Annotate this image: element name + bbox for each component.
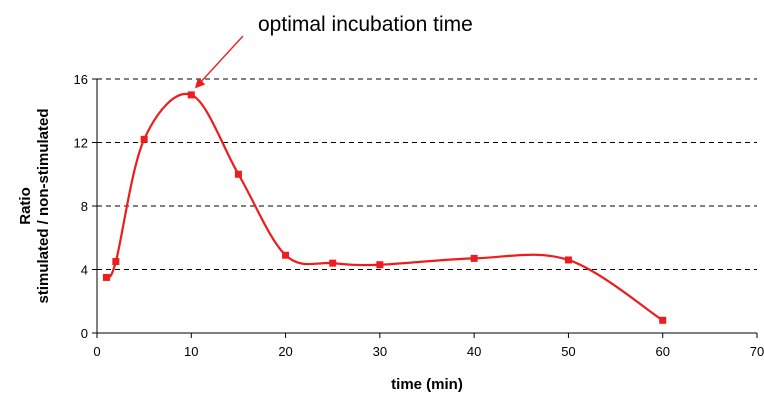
data-point-marker (102, 273, 110, 281)
x-tick-label: 10 (184, 344, 198, 359)
y-tick-label: 4 (81, 263, 88, 278)
y-tick-label: 12 (74, 136, 88, 151)
annotations: optimal incubation time (194, 13, 473, 89)
x-tick-label: 40 (467, 344, 481, 359)
data-point-marker (329, 259, 337, 267)
data-series (102, 91, 667, 324)
data-point-marker (470, 254, 478, 262)
tick-labels: 0 4 8 12 16 0 10 20 30 40 50 60 70 (74, 72, 764, 359)
y-axis-label-line: stimulated / non-stimulated (35, 108, 52, 303)
gridlines (97, 78, 757, 270)
x-tick-label: 60 (655, 344, 669, 359)
data-point-marker (564, 256, 572, 264)
data-point-marker (282, 251, 290, 259)
x-tick-label: 30 (373, 344, 387, 359)
annotation-arrow (194, 35, 244, 89)
x-tick-label: 0 (93, 344, 100, 359)
data-point-marker (187, 91, 195, 99)
data-point-marker (376, 261, 384, 269)
y-axis-label: Ratiostimulated / non-stimulated (17, 108, 52, 303)
data-point-marker (234, 170, 242, 178)
annotation-text: optimal incubation time (258, 13, 473, 36)
data-point-marker (140, 135, 148, 143)
x-tick-label: 20 (278, 344, 292, 359)
y-tick-label: 16 (74, 72, 88, 87)
data-point-marker (112, 258, 120, 266)
x-tick-label: 70 (750, 344, 764, 359)
data-point-marker (659, 316, 667, 324)
x-tick-label: 50 (561, 344, 575, 359)
y-tick-label: 0 (81, 326, 88, 341)
y-tick-label: 8 (81, 199, 88, 214)
y-axis-label-line: Ratio (17, 187, 34, 225)
x-axis-label: time (min) (391, 376, 463, 393)
axes (92, 78, 758, 338)
series-line (105, 92, 664, 322)
